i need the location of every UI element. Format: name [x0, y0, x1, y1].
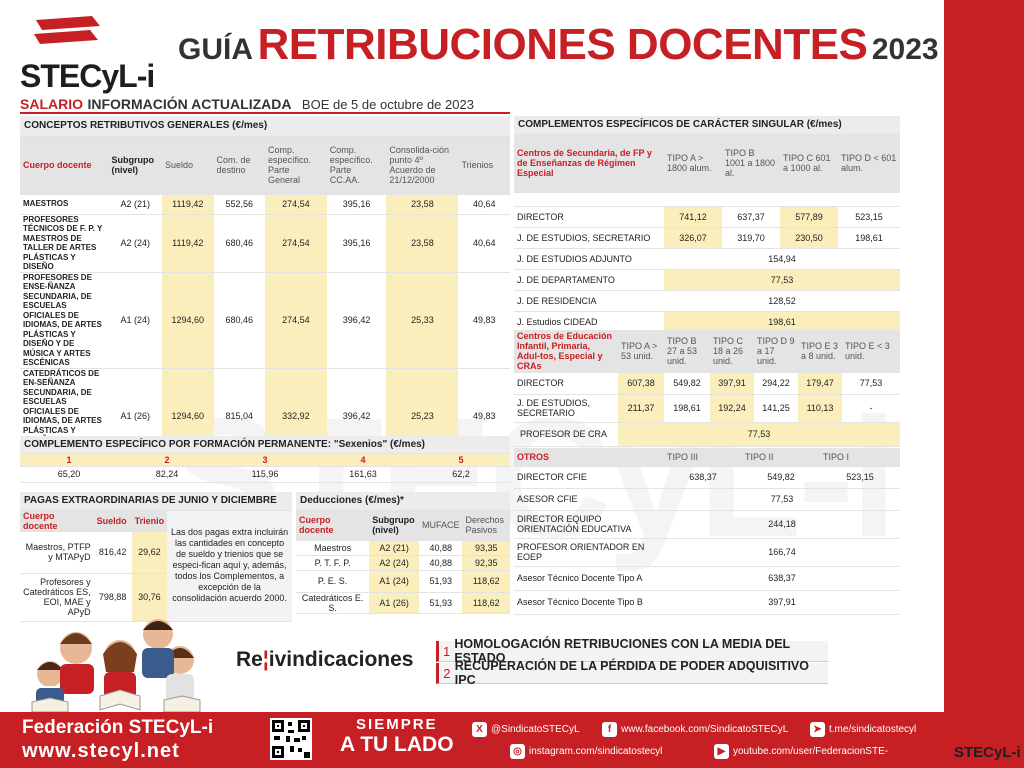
list-item: 2 RECUPERACIÓN DE LA PÉRDIDA DE PODER AD…	[436, 659, 828, 687]
stecyl-logo: STECyL-i	[18, 10, 155, 94]
page-title: GUÍA RETRIBUCIONES DOCENTES 2023	[178, 20, 939, 69]
table-row: Asesor Técnico Docente Tipo B 397,91	[514, 590, 900, 615]
subheading: SALARIO INFORMACIÓN ACTUALIZADA BOE de 5…	[20, 96, 510, 114]
deducciones-table: Deducciones (€/mes)* Cuerpo docente Subg…	[296, 492, 510, 614]
pagas-table: PAGAS EXTRAORDINARIAS DE JUNIO Y DICIEMB…	[20, 492, 292, 622]
list-item: 1 HOMOLOGACIÓN RETRIBUCIONES CON LA MEDI…	[436, 637, 828, 665]
slogan: SIEMPRE A TU LADO	[340, 716, 454, 756]
table-row: J. DE ESTUDIOS ADJUNTO 154,94	[514, 248, 900, 270]
pagas-note: Las dos pagas extra incluirán las cantid…	[167, 510, 292, 622]
telegram-link[interactable]: ➤ t.me/sindicatostecyl	[810, 722, 916, 737]
table-row: PROFESOR ORIENTADOR EN EOEP 166,74	[514, 538, 900, 567]
table-row: DIRECTOR EQUIPO ORIENTACIÓN EDUCATIVA 24…	[514, 510, 900, 539]
table-row: PROFESORES DE ENSE-ÑANZA SECUNDARIA, DE …	[20, 272, 510, 369]
youtube-icon: ▶	[714, 744, 729, 759]
teachers-illustration	[31, 619, 202, 712]
x-icon: X	[472, 722, 487, 737]
table-row: DIRECTOR CFIE 638,37 549,82 523,15	[514, 466, 900, 489]
footer: Federación STECyL-i www.stecyl.net SIEMP…	[0, 712, 944, 768]
reivindicaciones-title: Re¦ivindicaciones	[236, 648, 414, 671]
table-row: MAESTROS A2 (21) 1119,42 552,56 274,54 3…	[20, 194, 510, 215]
sexenios-table: COMPLEMENTO ESPECÍFICO POR FORMACIÓN PER…	[20, 436, 510, 483]
table-row: DIRECTOR 741,12 637,37 577,89 523,15	[514, 206, 900, 228]
table-row: P. T. F. P. A2 (24) 40,88 92,35	[296, 555, 510, 571]
instagram-icon: ◎	[510, 744, 525, 759]
facebook-icon: f	[602, 722, 617, 737]
table-row: J. Estudios CIDEAD 198,61	[514, 311, 900, 333]
telegram-icon: ➤	[810, 722, 825, 737]
table-row: PROFESORES TÉCNICOS DE F. P. Y MAESTROS …	[20, 214, 510, 273]
table-row: PROFESOR DE CRA 77,53	[514, 422, 900, 447]
flag-logo-icon	[34, 16, 100, 44]
table-row: Profesores y Catedráticos ES, EOI, MAE y…	[20, 573, 292, 622]
table-row: Maestros A2 (21) 40,88 93,35	[296, 540, 510, 556]
logo-text: STECyL-i	[20, 58, 155, 94]
singular-table: COMPLEMENTOS ESPECÍFICOS DE CARÁCTER SIN…	[514, 116, 900, 333]
qr-code-icon[interactable]	[270, 718, 312, 760]
twitter-link[interactable]: X @SindicatoSTECyL	[472, 722, 580, 737]
right-red-band	[944, 0, 1024, 768]
facebook-link[interactable]: f www.facebook.com/SindicatoSTECyL	[602, 722, 788, 737]
table-row: Maestros, PTFP y MTAPyD 816,42 29,62	[20, 531, 292, 574]
table-row: J. DE ESTUDIOS, SECRETARIO 326,07 319,70…	[514, 227, 900, 249]
table-row: P. E. S. A1 (24) 51,93 118,62	[296, 570, 510, 593]
table-row: J. DE RESIDENCIA 128,52	[514, 290, 900, 312]
table-row: Asesor Técnico Docente Tipo A 638,37	[514, 566, 900, 591]
table-row: Catedráticos E. S. A1 (26) 51,93 118,62	[296, 592, 510, 614]
website-link[interactable]: www.stecyl.net	[22, 740, 180, 762]
reivindicaciones-list: 1 HOMOLOGACIÓN RETRIBUCIONES CON LA MEDI…	[436, 637, 828, 687]
youtube-link[interactable]: ▶ youtube.com/user/FederacionSTE-	[714, 744, 888, 759]
infantil-table: Centros de Educación Infantil, Primaria,…	[514, 330, 900, 447]
instagram-link[interactable]: ◎ instagram.com/sindicatostecyl	[510, 744, 662, 759]
table-row: ASESOR CFIE 77,53	[514, 488, 900, 511]
otros-table: OTROS TIPO III TIPO II TIPO I DIRECTOR C…	[514, 448, 900, 615]
generales-table: CONCEPTOS RETRIBUTIVOS GENERALES (€/mes)…	[20, 116, 510, 465]
federation-name: Federación STECyL-i	[22, 717, 214, 738]
table-row: DIRECTOR 607,38 549,82 397,91 294,22 179…	[514, 372, 900, 395]
bottom-logo: STECyL-i	[948, 712, 1024, 768]
table-row: J. DE DEPARTAMENTO 77,53	[514, 269, 900, 291]
flag-logo-icon	[960, 716, 1008, 738]
table-row: J. DE ESTUDIOS, SECRETARIO 211,37 198,61…	[514, 394, 900, 423]
